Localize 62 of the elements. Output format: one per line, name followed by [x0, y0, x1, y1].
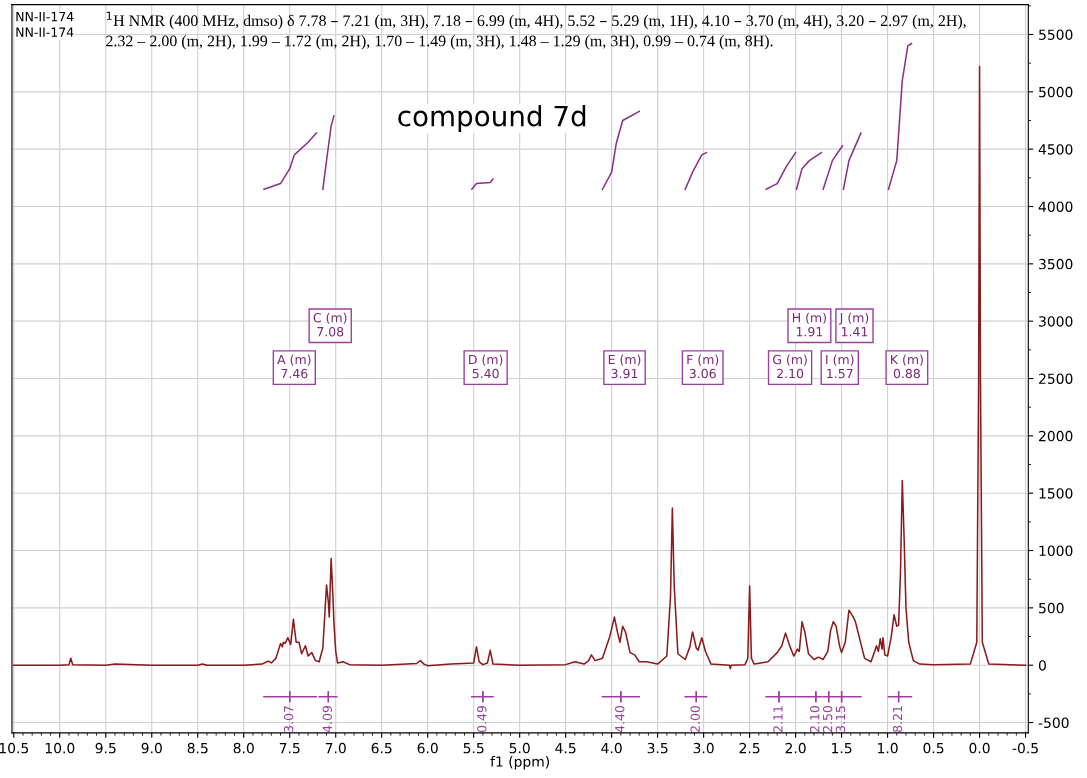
- annotation: compound 7d: [398, 105, 586, 132]
- annotation: 2.11: [773, 706, 783, 732]
- y-tick-label: 4500: [1038, 144, 1073, 155]
- x-tick-label: 4.5: [555, 743, 576, 754]
- x-tick-label: -0.5: [1012, 742, 1038, 754]
- x-tick-label: 3.5: [647, 742, 668, 754]
- x-tick-label: 0.5: [923, 742, 944, 754]
- annotation: 4.40: [615, 705, 625, 733]
- y-tick-label: 5000: [1039, 86, 1073, 98]
- x-tick-label: 9.5: [95, 742, 116, 754]
- x-tick-label: 8.0: [233, 742, 254, 754]
- x-tick-label: 1.5: [832, 743, 852, 754]
- annotation: A (m) 7.46: [277, 354, 311, 379]
- y-tick-label: 2000: [1039, 430, 1073, 442]
- y-tick-label: 500: [1039, 602, 1064, 614]
- y-tick-label: 1500: [1039, 488, 1073, 499]
- annotation: I (m) 1.57: [826, 354, 854, 379]
- x-tick-label: 3.0: [693, 742, 714, 754]
- x-tick-label: 4.0: [601, 742, 622, 754]
- annotation: 2.50: [822, 705, 833, 732]
- annotation: K (m) 0.88: [891, 354, 923, 379]
- y-tick-label: -500: [1038, 717, 1069, 729]
- x-tick-label: 0.0: [969, 742, 990, 754]
- x-tick-label: 6.0: [417, 742, 438, 754]
- annotation: C (m) 7.08: [313, 312, 347, 337]
- annotation: 4.09: [322, 705, 332, 733]
- x-tick-label: 2.0: [785, 742, 806, 754]
- y-tick-label: 4000: [1038, 201, 1073, 212]
- annotation: 3.15: [835, 706, 846, 732]
- annotation: F (m) 3.06: [687, 354, 719, 379]
- annotation: 2.10: [810, 705, 820, 732]
- x-tick-label: 8.5: [187, 742, 208, 754]
- annotation: NN-II-174: [16, 27, 74, 37]
- x-tick-label: 7.5: [279, 743, 300, 754]
- annotation: 2.00: [690, 705, 700, 732]
- y-tick-label: 3000: [1039, 316, 1073, 327]
- x-tick-label: 10.0: [45, 742, 75, 754]
- y-tick-label: 1000: [1039, 545, 1073, 557]
- annotation: 8.21: [892, 706, 903, 733]
- annotation: NN-II-174: [16, 12, 74, 22]
- annotation: G (m) 2.10: [772, 354, 807, 379]
- text: $^{1}$H NMR (400 MHz, dmso) δ 7.78 – 7.21 (m, 3H), 7.18 – 6.99 (m, 4H), 5.52 – 5.29 (m, 1H), 4.10 – 3.70 (m, 4H), 3.20 – 2.97 (m, 2H), 2.32 – 2.00 (m, 2H), 1.99 – 1.72 (m, 2H), 1.70 – 1.49 (m, 3H), 1.48 – 1.29 (m, 3H), 0.99 – 0.74 (m, 8H).: [106, 11, 966, 50]
- x-tick-label: 5.0: [509, 742, 530, 754]
- x-tick-label: 1.0: [878, 742, 898, 754]
- annotation: H (m) 1.91: [792, 312, 826, 337]
- y-tick-label: 5500: [1039, 29, 1073, 40]
- annotation: 0.49: [477, 705, 487, 733]
- line-series: [13, 65, 1027, 670]
- y-tick-label: 3500: [1039, 258, 1073, 270]
- x-tick-label: 9.0: [141, 742, 162, 754]
- x-axis-title: f1 (ppm): [490, 756, 550, 770]
- annotation: 3.07: [283, 706, 294, 732]
- annotation: D (m) 5.40: [469, 354, 503, 379]
- annotation: J (m) 1.41: [839, 312, 869, 337]
- y-tick-label: 2500: [1039, 373, 1073, 384]
- x-tick-label: 5.5: [463, 743, 484, 754]
- annotation: E (m) 3.91: [608, 354, 641, 379]
- x-tick-label: 10.5: [0, 742, 29, 754]
- y-tick-label: 0: [1038, 660, 1046, 671]
- x-tick-label: 2.5: [739, 742, 760, 754]
- x-tick-label: 7.0: [325, 742, 346, 754]
- x-tick-label: 6.5: [371, 742, 392, 754]
